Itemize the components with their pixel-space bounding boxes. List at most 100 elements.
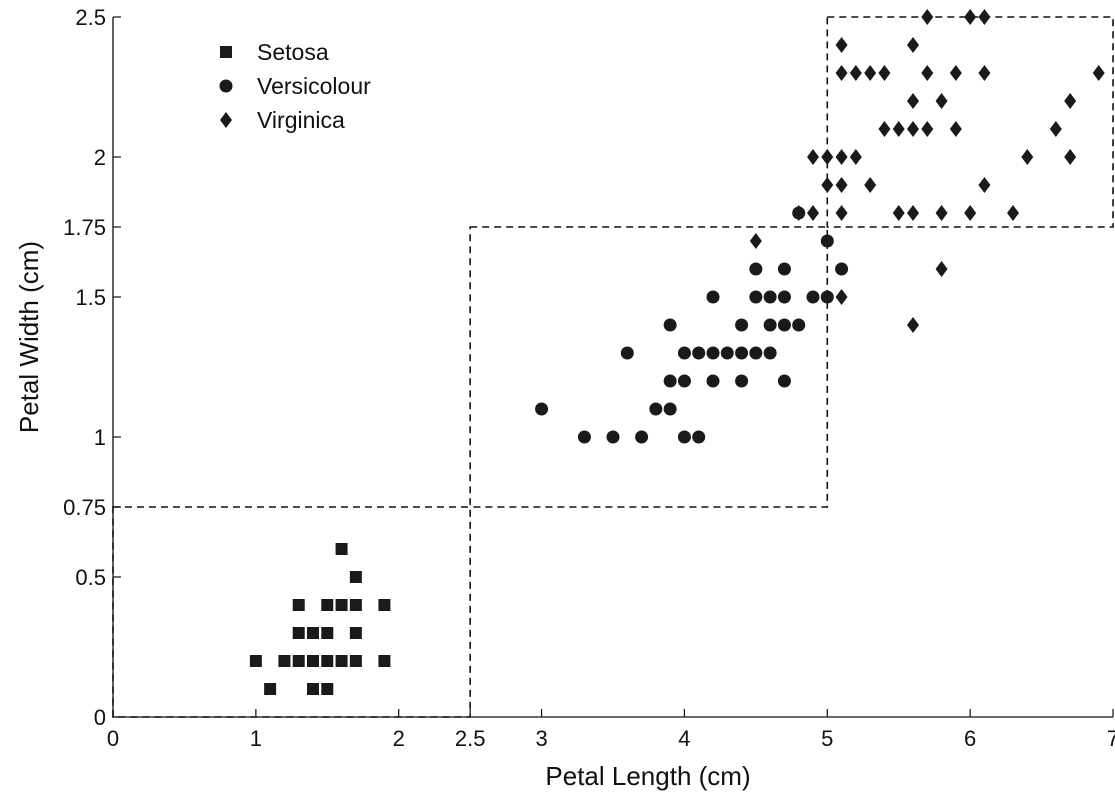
virginica-point xyxy=(978,177,991,193)
data-points xyxy=(249,9,1105,695)
setosa-point xyxy=(249,655,262,667)
virginica-point xyxy=(792,205,805,221)
setosa-point xyxy=(292,627,305,639)
setosa-point xyxy=(307,655,319,667)
y-tick-label: 0.5 xyxy=(75,565,106,590)
setosa-point xyxy=(278,655,291,667)
x-tick-label: 0 xyxy=(107,726,119,751)
virginica-point xyxy=(907,205,919,221)
virginica-point xyxy=(835,65,848,81)
x-tick-label: 2.5 xyxy=(455,726,486,751)
setosa-point xyxy=(292,599,305,611)
versicolour-point xyxy=(577,430,591,444)
versicolour-point xyxy=(835,262,849,276)
versicolour-point xyxy=(820,234,834,248)
versicolour-point xyxy=(692,346,706,360)
virginica-point xyxy=(949,65,962,81)
x-tick-label: 4 xyxy=(678,726,690,751)
y-tick-label: 1.5 xyxy=(75,285,106,310)
versicolour-point xyxy=(749,346,763,360)
virginica-point xyxy=(1049,121,1062,137)
versicolour-point xyxy=(706,346,720,360)
virginica-point xyxy=(907,93,919,109)
virginica-point xyxy=(1092,65,1105,81)
x-axis-label: Petal Length (cm) xyxy=(545,761,750,791)
series-versicolour xyxy=(535,206,849,444)
y-tick-label: 0 xyxy=(94,705,106,730)
x-tick-label: 3 xyxy=(535,726,547,751)
virginica-point xyxy=(849,149,862,165)
virginica-point xyxy=(964,205,977,221)
versicolour-point xyxy=(677,346,691,360)
versicolour-point xyxy=(777,318,791,332)
versicolour-point xyxy=(663,402,677,416)
versicolour-point xyxy=(720,346,734,360)
y-tick-label: 2 xyxy=(94,145,106,170)
virginica-point xyxy=(935,93,948,109)
setosa-point xyxy=(349,627,362,639)
virginica-point xyxy=(749,233,762,249)
x-axis-ticks: 0 1 2 2.5 3 4 5 6 7 xyxy=(107,709,1115,751)
virginica-point xyxy=(878,65,891,81)
x-tick-label: 7 xyxy=(1107,726,1115,751)
virginica-point xyxy=(807,149,819,165)
virginica-point xyxy=(849,65,862,81)
setosa-point xyxy=(349,571,362,583)
versicolour-point xyxy=(763,318,777,332)
setosa-point xyxy=(378,655,391,667)
setosa-point xyxy=(264,683,277,695)
versicolour-point xyxy=(820,290,834,304)
setosa-point xyxy=(321,655,334,667)
versicolour-point xyxy=(706,374,720,388)
versicolour-point xyxy=(706,290,720,304)
x-tick-label: 2 xyxy=(393,726,405,751)
legend-marker-setosa xyxy=(220,46,232,58)
virginica-point xyxy=(949,121,962,137)
setosa-point xyxy=(321,627,334,639)
virginica-point xyxy=(864,177,877,193)
y-tick-label: 1.75 xyxy=(63,215,106,240)
setosa-point xyxy=(307,683,319,695)
versicolour-point xyxy=(635,430,649,444)
versicolour-point xyxy=(535,402,549,416)
versicolour-point xyxy=(692,430,706,444)
x-tick-label: 5 xyxy=(821,726,833,751)
virginica-point xyxy=(835,205,848,221)
virginica-point xyxy=(907,37,919,53)
virginica-point xyxy=(907,121,919,137)
virginica-point xyxy=(1064,93,1077,109)
versicolour-point xyxy=(649,402,663,416)
virginica-point xyxy=(892,121,905,137)
legend-marker-virginica xyxy=(220,112,232,128)
y-tick-label: 2.5 xyxy=(75,5,106,30)
region-box-1 xyxy=(112,506,471,718)
versicolour-point xyxy=(677,430,691,444)
versicolour-point xyxy=(777,290,791,304)
versicolour-point xyxy=(606,430,620,444)
setosa-point xyxy=(349,655,362,667)
versicolour-point xyxy=(663,318,677,332)
versicolour-point xyxy=(735,374,749,388)
virginica-point xyxy=(835,37,848,53)
region-box-2 xyxy=(469,226,829,508)
virginica-point xyxy=(1007,205,1019,221)
virginica-point xyxy=(835,177,848,193)
setosa-point xyxy=(335,655,348,667)
series-setosa xyxy=(249,543,391,695)
setosa-point xyxy=(292,655,305,667)
versicolour-point xyxy=(777,374,791,388)
legend-marker-versicolour xyxy=(219,79,233,93)
setosa-point xyxy=(335,599,348,611)
versicolour-point xyxy=(663,374,677,388)
versicolour-point xyxy=(763,290,777,304)
legend: Setosa Versicolour Virginica xyxy=(219,39,371,133)
versicolour-point xyxy=(777,262,791,276)
virginica-point xyxy=(1064,149,1077,165)
virginica-point xyxy=(821,149,834,165)
setosa-point xyxy=(349,599,362,611)
region-box-3 xyxy=(826,16,1114,228)
legend-label-setosa: Setosa xyxy=(257,39,329,65)
versicolour-point xyxy=(792,318,806,332)
virginica-point xyxy=(921,121,934,137)
